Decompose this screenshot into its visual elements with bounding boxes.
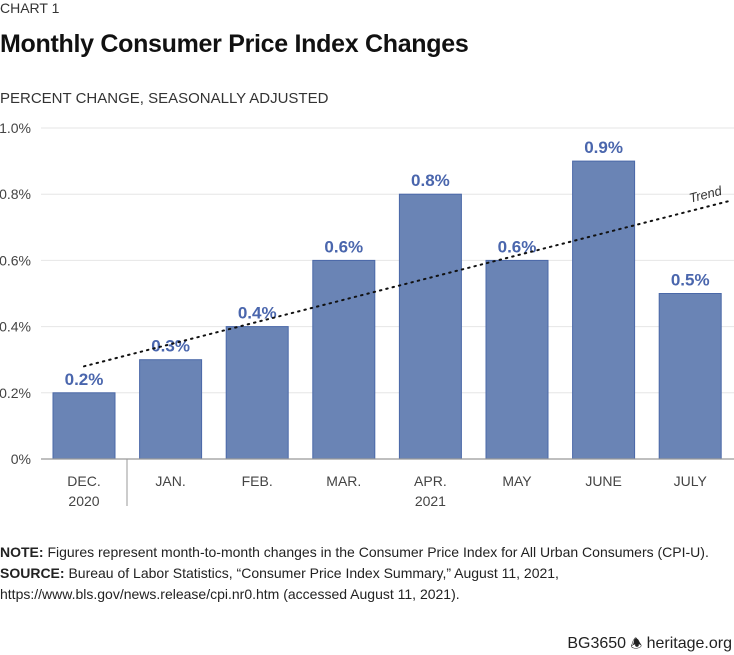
- bar: [312, 259, 376, 460]
- data-label: 0.6%: [324, 237, 363, 256]
- bar-chart: 0% 0.2% 0.4% 0.6% 0.8% 1.0% 0.2% DEC. 2020 0.3% JA…: [0, 120, 734, 509]
- bar: [572, 160, 636, 460]
- y-tick-label: 0.2%: [0, 385, 31, 401]
- x-tick-label: JUNE: [585, 473, 622, 489]
- x-tick-label: APR.: [414, 473, 447, 489]
- x-tick-label: JULY: [674, 473, 708, 489]
- bar: [398, 193, 462, 460]
- report-code: BG3650: [567, 635, 627, 652]
- trend-line: [83, 199, 731, 368]
- data-label: 0.9%: [584, 138, 623, 157]
- data-label: 0.3%: [151, 337, 190, 356]
- x-tick-label: FEB.: [242, 473, 273, 489]
- bar: [52, 392, 116, 460]
- y-tick-label: 0%: [11, 451, 31, 467]
- note-text: Figures represent month-to-month changes…: [43, 544, 709, 560]
- y-tick-label: 0.6%: [0, 252, 31, 268]
- y-tick-label: 0.4%: [0, 319, 31, 335]
- site-name: heritage.org: [646, 635, 732, 652]
- bar: [485, 259, 549, 460]
- source-line: SOURCE: Bureau of Labor Statistics, “Con…: [0, 563, 734, 605]
- bar: [225, 326, 289, 460]
- y-tick-label: 0.8%: [0, 186, 31, 202]
- data-label: 0.5%: [671, 271, 710, 290]
- bar: [658, 293, 722, 460]
- data-label: 0.4%: [238, 304, 277, 323]
- y-tick-label: 1.0%: [0, 120, 31, 136]
- chart-subtitle: PERCENT CHANGE, SEASONALLY ADJUSTED: [0, 90, 329, 107]
- source-text: Bureau of Labor Statistics, “Consumer Pr…: [0, 565, 559, 602]
- x-tick-label: MAY: [502, 473, 532, 489]
- data-label: 0.2%: [65, 370, 104, 389]
- note-line: NOTE: Figures represent month-to-month c…: [0, 542, 734, 563]
- trend-label: Trend: [688, 183, 724, 206]
- liberty-bell-icon: 🕭: [630, 636, 643, 651]
- x-tick-label: DEC.: [67, 473, 100, 489]
- bar: [139, 359, 203, 460]
- notes: NOTE: Figures represent month-to-month c…: [0, 542, 734, 605]
- x-tick-label: JAN.: [155, 473, 185, 489]
- source-label: SOURCE:: [0, 565, 65, 581]
- footer: BG3650 🕭 heritage.org: [567, 635, 732, 655]
- x-tick-label-year: 2021: [415, 493, 446, 509]
- x-tick-label: MAR.: [326, 473, 361, 489]
- data-label: 0.6%: [498, 237, 537, 256]
- note-label: NOTE:: [0, 544, 44, 560]
- x-tick-label-year: 2020: [68, 493, 99, 509]
- data-label: 0.8%: [411, 171, 450, 190]
- chart-title: Monthly Consumer Price Index Changes: [0, 30, 469, 58]
- chart-number: CHART 1: [0, 0, 60, 16]
